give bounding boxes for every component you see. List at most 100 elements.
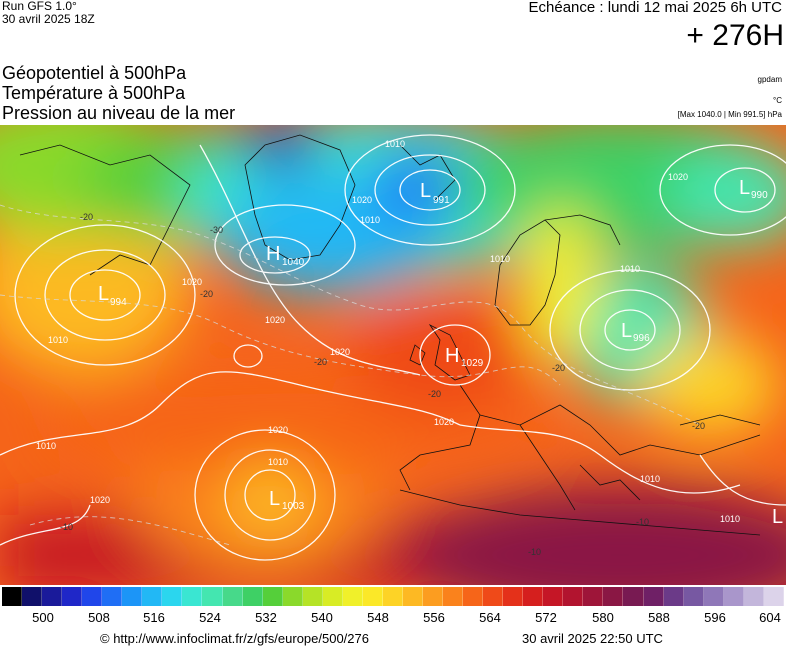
pressure-center-high-1029[interactable]: H 1029 — [445, 345, 484, 369]
color-scale-tick: 556 — [423, 610, 445, 625]
pressure-center-value: 990 — [751, 190, 768, 201]
color-scale-swatch — [503, 587, 524, 606]
color-scale-swatch — [242, 587, 263, 606]
color-scale-swatch — [723, 587, 744, 606]
color-scale-swatch — [443, 587, 464, 606]
color-scale-tick: 588 — [648, 610, 670, 625]
isobar-label: 1010 — [620, 264, 640, 274]
pressure-center-value: 1029 — [461, 358, 484, 369]
color-scale-swatch — [162, 587, 183, 606]
color-scale-swatch — [683, 587, 704, 606]
field-label-geopotential: Géopotentiel à 500hPa — [2, 63, 187, 83]
color-scale-swatch — [202, 587, 223, 606]
color-scale-swatch — [322, 587, 343, 606]
isotherm-label: -30 — [210, 225, 223, 235]
pressure-center-value: 996 — [633, 333, 650, 344]
pressure-center-symbol: L — [420, 180, 431, 202]
model-run-label: Run GFS 1.0° — [2, 0, 77, 13]
color-scale-tick: 532 — [255, 610, 277, 625]
geopotential-field — [0, 125, 786, 585]
pressure-center-low-991[interactable]: L 991 — [420, 180, 450, 206]
isobar-label: 1020 — [90, 495, 110, 505]
pressure-center-low-1003[interactable]: L 1003 — [269, 488, 305, 512]
isobar-label: 1020 — [268, 425, 288, 435]
color-scale-swatch — [543, 587, 564, 606]
color-scale-swatch — [2, 587, 23, 606]
pressure-extremes: [Max 1040.0 | Min 991.5] hPa — [677, 110, 782, 119]
color-scale-swatch — [523, 587, 544, 606]
field-label-temperature: Température à 500hPa — [2, 83, 186, 103]
isobar-label: 1010 — [385, 139, 405, 149]
isobar-label: 1020 — [668, 172, 688, 182]
color-scale-tick: 516 — [143, 610, 165, 625]
isotherm-label: -20 — [200, 289, 213, 299]
color-scale-swatch — [623, 587, 644, 606]
pressure-center-low-994[interactable]: L 994 — [98, 283, 127, 308]
pressure-center-value: 991 — [433, 195, 450, 206]
color-scale-tick: 572 — [535, 610, 557, 625]
isobar-label: 1020 — [352, 195, 372, 205]
color-scale-tick: 500 — [32, 610, 54, 625]
pressure-center-value: 994 — [110, 297, 127, 308]
color-scale-tick: 524 — [199, 610, 221, 625]
color-scale-tick: 564 — [479, 610, 501, 625]
color-scale-swatch — [82, 587, 103, 606]
isotherm-label: -10 — [528, 547, 541, 557]
isobar-label: 1020 — [182, 277, 202, 287]
color-scale-swatch — [643, 587, 664, 606]
pressure-center-value: 1040 — [282, 257, 305, 268]
color-scale-swatch — [563, 587, 584, 606]
field-label-pressure: Pression au niveau de la mer — [2, 103, 236, 123]
color-scale-bar — [2, 587, 784, 606]
pressure-center-symbol: L — [269, 488, 280, 510]
color-scale-swatch — [262, 587, 283, 606]
pressure-center-symbol: H — [266, 243, 280, 265]
color-scale-swatch — [142, 587, 163, 606]
color-scale-tick: 548 — [367, 610, 389, 625]
pressure-center-low-996[interactable]: L 996 — [621, 320, 650, 344]
color-scale-swatch — [703, 587, 724, 606]
color-scale-swatch — [463, 587, 484, 606]
color-scale-tick: 508 — [88, 610, 110, 625]
pressure-center-symbol: L — [772, 506, 783, 528]
pressure-center-high-1040[interactable]: H 1040 — [266, 243, 305, 268]
isotherms — [0, 204, 701, 546]
color-scale-swatch — [302, 587, 323, 606]
isotherm-label: -20 — [552, 363, 565, 373]
weather-map[interactable]: L 991 H 1040 L 994 H 1029 L 996 L 990 L … — [0, 125, 786, 585]
pressure-center-low-990[interactable]: L 990 — [739, 177, 768, 201]
color-scale-swatch — [122, 587, 143, 606]
pressure-center-symbol: L — [98, 283, 109, 305]
isobars — [0, 134, 786, 561]
color-scale-swatch — [222, 587, 243, 606]
color-scale-swatch — [743, 587, 764, 606]
pressure-center-symbol: H — [445, 345, 459, 367]
pressure-center-symbol: L — [621, 320, 632, 342]
color-scale-tick: 580 — [592, 610, 614, 625]
color-scale-swatch — [483, 587, 504, 606]
pressure-center-low-edge[interactable]: L — [772, 506, 783, 528]
generation-timestamp: 30 avril 2025 22:50 UTC — [522, 631, 663, 646]
run-date-label: 30 avril 2025 18Z — [2, 12, 95, 26]
color-scale-swatch — [182, 587, 203, 606]
color-scale-swatch — [422, 587, 444, 606]
color-scale-tick: 540 — [311, 610, 333, 625]
color-scale-swatch — [42, 587, 63, 606]
isotherm-label: -20 — [314, 357, 327, 367]
isotherm-label: -10 — [636, 517, 649, 527]
color-scale-swatch — [382, 587, 403, 606]
isobar-label: 1010 — [48, 335, 68, 345]
isotherm-label: -20 — [80, 212, 93, 222]
pressure-center-symbol: L — [739, 177, 750, 199]
color-scale-swatch — [763, 587, 784, 606]
isotherm-label: -20 — [692, 421, 705, 431]
pressure-center-value: 1003 — [282, 501, 305, 512]
isobar-label: 1020 — [265, 315, 285, 325]
isobar-label: 1010 — [490, 254, 510, 264]
isobar-label: 1010 — [36, 441, 56, 451]
pressure-centers: L 991 H 1040 L 994 H 1029 L 996 L 990 L … — [98, 177, 783, 528]
isotherm-label: -10 — [60, 522, 73, 532]
isobar-label: 1020 — [330, 347, 350, 357]
source-link[interactable]: © http://www.infoclimat.fr/z/gfs/europe/… — [100, 631, 369, 646]
color-scale-swatch — [62, 587, 83, 606]
